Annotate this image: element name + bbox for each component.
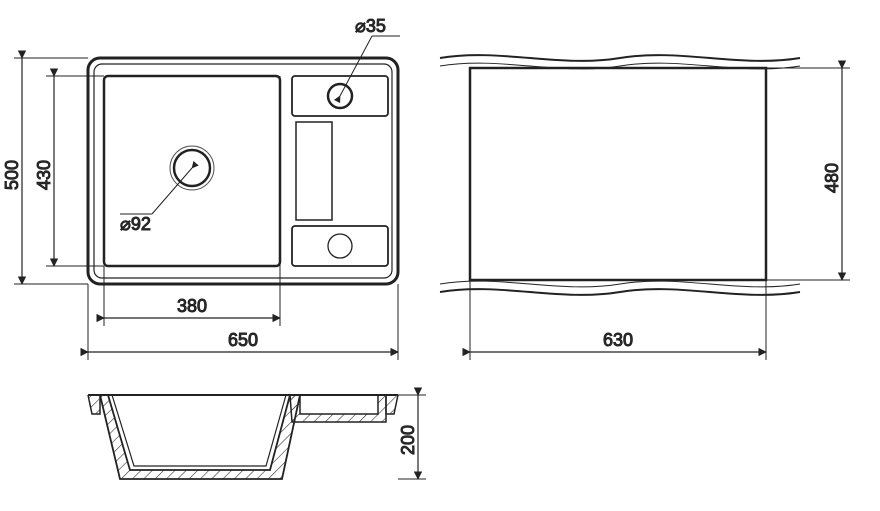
- dimensions: 500 430 380 650 ⌀35 ⌀92 200: [2, 16, 850, 479]
- cutout-view: [440, 55, 800, 295]
- dim-430: 430: [34, 160, 54, 190]
- dim-drain: ⌀92: [120, 214, 151, 234]
- dim-tap-hole: ⌀35: [355, 16, 386, 36]
- technical-drawing: 500 430 380 650 ⌀35 ⌀92 200: [0, 0, 880, 511]
- dim-630: 630: [603, 330, 633, 350]
- dim-200: 200: [398, 425, 418, 455]
- top-view: [88, 58, 398, 284]
- dim-500: 500: [2, 160, 22, 190]
- tap-hole-bottom: [328, 234, 352, 258]
- dim-480: 480: [822, 163, 842, 193]
- dim-380: 380: [177, 296, 207, 316]
- dim-650: 650: [228, 330, 258, 350]
- section-view: [88, 395, 398, 479]
